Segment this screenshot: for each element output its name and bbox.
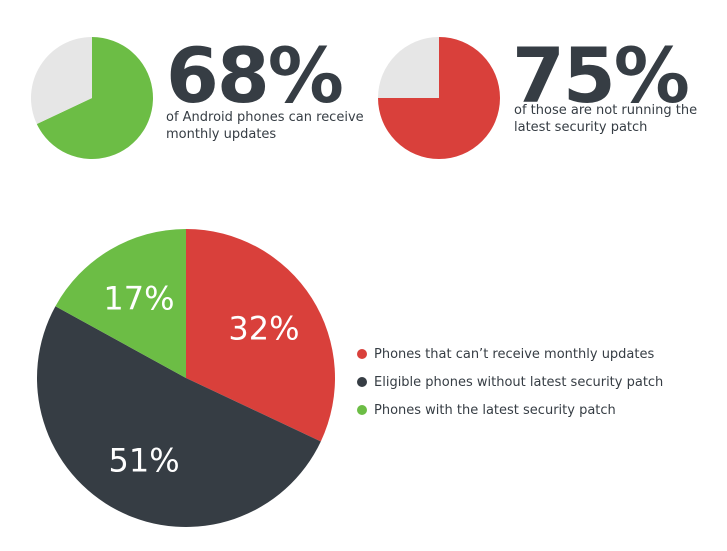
- breakdown-pie: 32% 51% 17%: [37, 229, 335, 527]
- legend-dot-red: [357, 349, 367, 359]
- updates-caption: of Android phones can receive monthly up…: [166, 110, 364, 142]
- legend-label: Phones that can’t receive monthly update…: [374, 346, 655, 362]
- legend-dot-green: [357, 405, 367, 415]
- breakdown-legend: Phones that can’t receive monthly update…: [357, 340, 663, 424]
- slice-label: 51%: [108, 441, 179, 479]
- legend-item-patched: Phones with the latest security patch: [357, 396, 663, 424]
- android-updates-pie: [31, 37, 153, 159]
- unpatched-percentage: 75%: [512, 31, 690, 120]
- pie-slice: [55, 229, 187, 378]
- pie-slice: [37, 306, 321, 527]
- legend-item-no-updates: Phones that can’t receive monthly update…: [357, 340, 663, 368]
- pie-slice: [31, 37, 93, 124]
- legend-label: Eligible phones without latest security …: [374, 374, 664, 390]
- pie-slice: [378, 37, 439, 98]
- pie-slice: [36, 37, 153, 159]
- updates-percentage: 68%: [166, 31, 344, 120]
- slice-label: 32%: [228, 310, 299, 348]
- pie-slice: [186, 229, 335, 442]
- legend-label: Phones with the latest security patch: [374, 402, 616, 418]
- unpatched-caption: of those are not running the latest secu…: [514, 103, 698, 135]
- legend-dot-dark: [357, 377, 367, 387]
- legend-item-unpatched: Eligible phones without latest security …: [357, 368, 663, 396]
- security-patch-pie: [378, 37, 500, 159]
- slice-label: 17%: [103, 279, 174, 317]
